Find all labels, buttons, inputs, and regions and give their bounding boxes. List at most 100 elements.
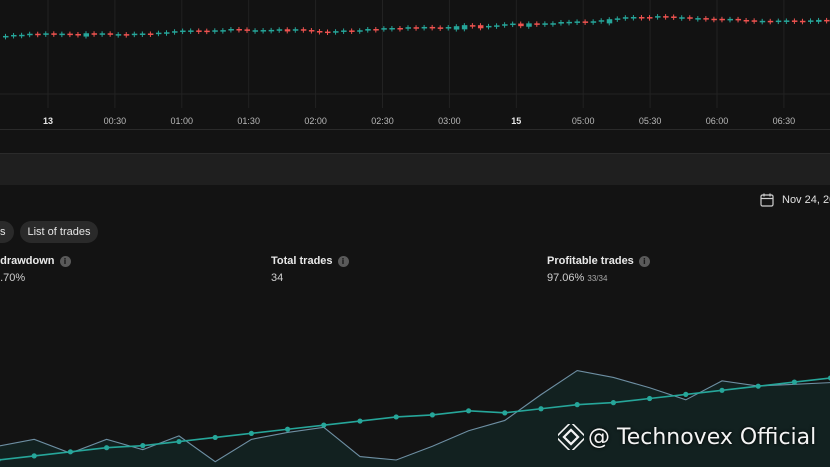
time-axis-label: 06:00 — [705, 116, 729, 126]
candle-body — [614, 18, 621, 20]
equity-point — [466, 408, 472, 414]
candle-body — [341, 30, 347, 32]
equity-point — [357, 418, 363, 424]
candlestick-series — [0, 0, 830, 108]
candle-body — [180, 30, 186, 33]
candle-body — [590, 21, 597, 23]
candle-body — [647, 17, 653, 19]
candle-body — [405, 27, 411, 29]
equity-point — [321, 422, 327, 428]
equity-point — [248, 430, 254, 436]
candle-body — [461, 25, 468, 30]
candle-body — [11, 34, 17, 37]
candle-body — [164, 32, 170, 34]
candle-body — [268, 29, 275, 32]
equity-point — [755, 383, 761, 389]
equity-point — [574, 402, 580, 408]
candle-body — [550, 23, 556, 25]
candle-body — [220, 30, 226, 32]
candle-body — [727, 18, 733, 21]
time-axis-label: 05:00 — [571, 116, 595, 126]
metric-label: l drawdown — [0, 255, 55, 267]
candle-body — [35, 33, 41, 36]
candle-body — [284, 29, 291, 32]
candle-body — [477, 25, 484, 29]
candle-body — [767, 20, 774, 23]
candle-body — [59, 33, 65, 36]
candle-body — [325, 31, 331, 34]
equity-point — [393, 414, 399, 420]
equity-point — [104, 445, 110, 451]
candle-body — [236, 28, 242, 31]
candle-body — [115, 34, 122, 36]
candle-body — [703, 18, 709, 20]
candle-body — [783, 20, 790, 22]
candle-body — [582, 21, 589, 23]
candle-body — [19, 34, 25, 37]
equity-chart[interactable] — [0, 340, 830, 467]
candle-body — [663, 16, 669, 18]
time-axis-label: 02:00 — [304, 116, 327, 126]
candle-body — [228, 28, 234, 31]
time-axis-label: 00:30 — [103, 116, 127, 126]
time-axis-label: 06:30 — [772, 116, 796, 126]
candle-body — [357, 30, 363, 32]
candle-body — [139, 33, 146, 35]
candle-body — [542, 23, 548, 25]
time-axis-label: 15 — [511, 116, 522, 126]
candle-body — [655, 16, 661, 18]
candle-body — [638, 17, 645, 19]
equity-point — [683, 391, 689, 397]
axis-divider — [0, 129, 830, 130]
candle-body — [83, 33, 89, 37]
metric-value: 1.70% — [0, 272, 26, 284]
candle-body — [824, 19, 830, 22]
candle-body — [469, 25, 476, 27]
candle-body — [445, 27, 452, 29]
candle-body — [775, 20, 782, 23]
equity-point — [176, 438, 182, 445]
price-chart[interactable] — [0, 0, 830, 130]
watermark: @ Technovex Official — [558, 424, 816, 450]
panel-resize-bar[interactable] — [0, 153, 830, 185]
candle-body — [502, 24, 508, 26]
equity-point — [791, 379, 798, 385]
info-icon[interactable]: i — [59, 255, 71, 267]
candle-body — [630, 17, 637, 19]
metric-max-drawdown: l drawdown i 1.70% — [0, 255, 71, 284]
equity-point — [31, 453, 37, 459]
candle-body — [606, 19, 613, 24]
candle-body — [252, 30, 259, 32]
candle-body — [292, 29, 299, 31]
candle-body — [494, 25, 500, 27]
time-axis-label: 13 — [42, 116, 54, 126]
candle-body — [172, 31, 178, 33]
candle-body — [131, 33, 138, 36]
metric-profitable-trades: Profitable trades i 97.06% 33/34 — [547, 255, 650, 284]
candle-body — [75, 33, 81, 36]
candle-body — [413, 27, 420, 29]
candle-body — [799, 20, 806, 23]
candle-body — [196, 30, 202, 32]
candle-body — [300, 29, 307, 31]
candle-body — [429, 26, 436, 29]
candle-body — [212, 30, 218, 32]
date-range-selector[interactable]: Nov 24, 20 — [760, 193, 830, 207]
candle-body — [808, 20, 814, 22]
metric-label: Total trades — [271, 255, 333, 267]
candle-body — [695, 18, 701, 20]
candle-body — [155, 32, 162, 35]
tab-performance[interactable]: s — [0, 221, 14, 243]
candle-body — [671, 16, 677, 18]
equity-point — [538, 406, 544, 412]
info-icon[interactable]: i — [638, 255, 650, 267]
time-axis: 13 00:30 01:00 01:30 02:00 02:30 03:00 15 05:00 0… — [0, 108, 830, 132]
tab-list-of-trades[interactable]: List of trades — [19, 221, 99, 243]
metric-value: 97.06% — [547, 272, 585, 284]
candle-body — [27, 33, 33, 36]
candle-body — [316, 31, 323, 33]
equity-point — [0, 458, 1, 462]
candle-body — [99, 33, 106, 35]
info-icon[interactable]: i — [337, 255, 349, 267]
report-tabs: s List of trades — [0, 221, 99, 243]
